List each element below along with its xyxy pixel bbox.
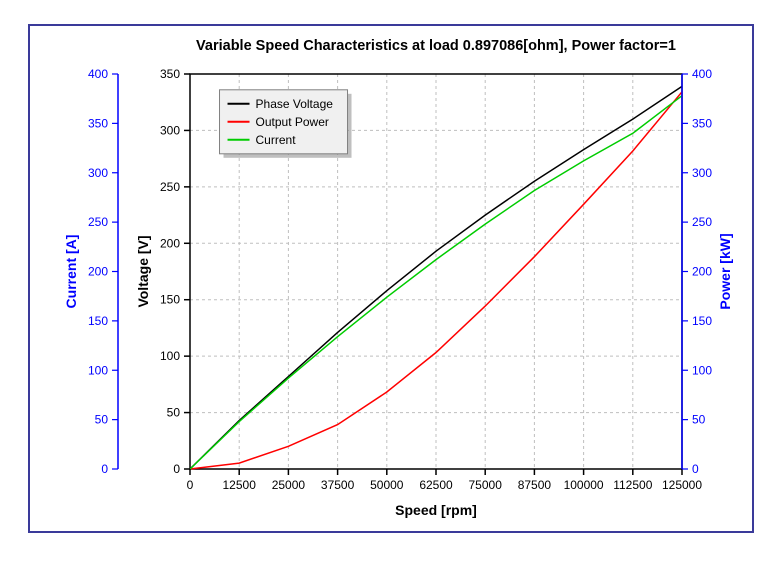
x-tick-label: 50000 [370, 478, 404, 492]
x-tick-label: 100000 [564, 478, 604, 492]
voltage-tick-label: 250 [160, 180, 180, 194]
power-tick-label: 100 [692, 363, 712, 377]
current-tick-label: 400 [88, 67, 108, 81]
current-tick-label: 300 [88, 166, 108, 180]
x-tick-label: 0 [187, 478, 194, 492]
legend-label: Phase Voltage [256, 97, 334, 111]
power-tick-label: 0 [692, 462, 699, 476]
x-tick-label: 25000 [272, 478, 306, 492]
x-tick-label: 87500 [518, 478, 552, 492]
power-axis-label: Power [kW] [717, 233, 733, 309]
legend: Phase Voltage Output Power Current [220, 90, 348, 154]
x-tick-label: 37500 [321, 478, 355, 492]
variable-speed-chart: Variable Speed Characteristics at load 0… [30, 26, 752, 531]
voltage-tick-label: 200 [160, 236, 180, 250]
current-tick-label: 250 [88, 215, 108, 229]
x-tick-label: 12500 [223, 478, 257, 492]
voltage-tick-label: 150 [160, 293, 180, 307]
current-tick-label: 100 [88, 363, 108, 377]
current-axis-label: Current [A] [63, 235, 79, 309]
voltage-tick-label: 100 [160, 349, 180, 363]
current-tick-label: 200 [88, 265, 108, 279]
power-tick-label: 400 [692, 67, 712, 81]
x-axis-label: Speed [rpm] [395, 502, 477, 518]
x-tick-label: 62500 [419, 478, 453, 492]
power-tick-label: 150 [692, 314, 712, 328]
power-tick-label: 200 [692, 265, 712, 279]
legend-label: Output Power [256, 115, 329, 129]
voltage-tick-label: 50 [167, 406, 181, 420]
current-tick-label: 0 [101, 462, 108, 476]
power-tick-label: 300 [692, 166, 712, 180]
voltage-tick-label: 350 [160, 67, 180, 81]
voltage-tick-label: 300 [160, 123, 180, 137]
x-tick-label: 75000 [469, 478, 503, 492]
current-tick-label: 150 [88, 314, 108, 328]
legend-label: Current [256, 133, 297, 147]
voltage-axis-label: Voltage [V] [135, 235, 151, 307]
voltage-tick-label: 0 [173, 462, 180, 476]
x-tick-label: 112500 [613, 478, 652, 492]
power-tick-label: 50 [692, 413, 706, 427]
current-tick-label: 50 [95, 413, 109, 427]
x-tick-label: 125000 [662, 478, 702, 492]
power-tick-label: 350 [692, 116, 712, 130]
chart-title: Variable Speed Characteristics at load 0… [196, 38, 676, 54]
power-tick-label: 250 [692, 215, 712, 229]
current-tick-label: 350 [88, 116, 108, 130]
